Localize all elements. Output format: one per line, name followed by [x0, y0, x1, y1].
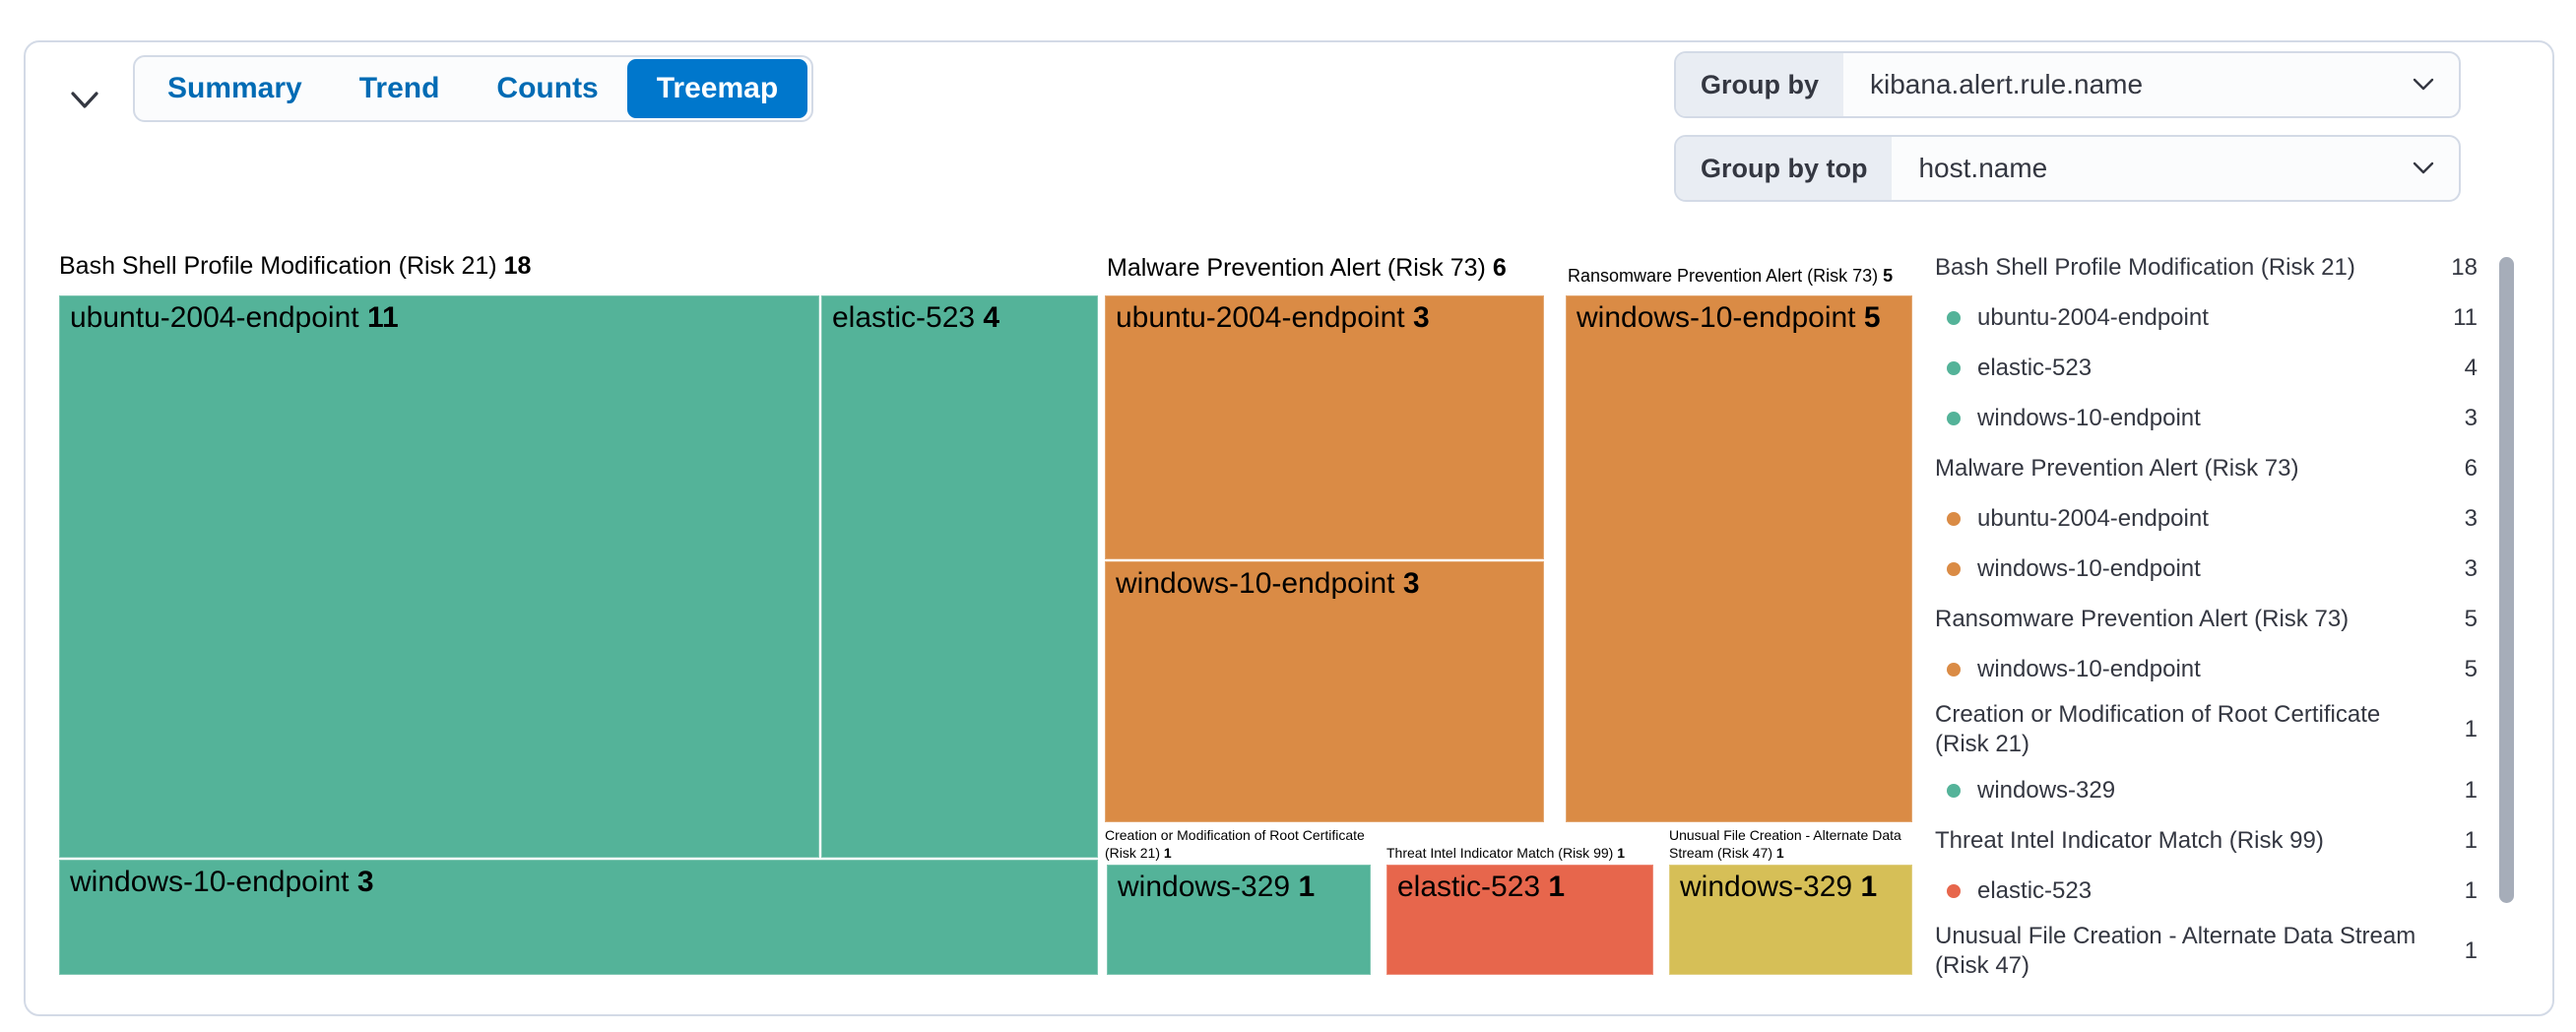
legend-group-row[interactable]: Malware Prevention Alert (Risk 73) 6: [1935, 443, 2478, 493]
treemap-cell[interactable]: windows-329 1: [1669, 865, 1912, 975]
legend-label: Ransomware Prevention Alert (Risk 73): [1935, 605, 2350, 632]
chart-legend: Bash Shell Profile Modification (Risk 21…: [1935, 242, 2478, 987]
legend-item-row[interactable]: elastic-523 1: [1935, 866, 2478, 916]
treemap-group-title: Bash Shell Profile Modification (Risk 21…: [59, 252, 532, 280]
legend-item-row[interactable]: windows-10-endpoint 3: [1935, 393, 2478, 443]
treemap-cell[interactable]: ubuntu-2004-endpoint 3: [1105, 295, 1544, 559]
treemap-cell[interactable]: windows-329 1: [1107, 865, 1371, 975]
chevron-down-icon: [2412, 137, 2459, 200]
legend-group-row[interactable]: Creation or Modification of Root Certifi…: [1935, 694, 2478, 765]
treemap-cell[interactable]: windows-10-endpoint 5: [1566, 295, 1912, 822]
legend-group-row[interactable]: Ransomware Prevention Alert (Risk 73) 5: [1935, 594, 2478, 644]
legend-scrollbar-thumb[interactable]: [2499, 257, 2514, 903]
legend-label: windows-10-endpoint: [1977, 404, 2201, 431]
legend-count: 5: [2464, 655, 2478, 682]
treemap-cell[interactable]: elastic-523 4: [821, 295, 1098, 858]
legend-item-row[interactable]: ubuntu-2004-endpoint 11: [1935, 292, 2478, 343]
chevron-down-icon: [2412, 53, 2459, 116]
legend-label: Malware Prevention Alert (Risk 73): [1935, 454, 2299, 482]
collapse-panel-button[interactable]: [63, 81, 106, 120]
legend-item-row[interactable]: windows-10-endpoint 5: [1935, 644, 2478, 694]
legend-label: Threat Intel Indicator Match (Risk 99): [1935, 826, 2324, 854]
legend-label: windows-329: [1977, 776, 2116, 804]
treemap-cell[interactable]: windows-10-endpoint 3: [59, 860, 1098, 975]
legend-label: elastic-523: [1977, 354, 2093, 381]
legend-group-row[interactable]: Threat Intel Indicator Match (Risk 99) 1: [1935, 815, 2478, 866]
legend-count: 3: [2464, 404, 2478, 431]
legend-count: 3: [2464, 504, 2478, 532]
legend-label: windows-10-endpoint: [1977, 655, 2201, 682]
treemap-group-title: Creation or Modification of Root Certifi…: [1105, 826, 1365, 861]
legend-group-row[interactable]: Unusual File Creation - Alternate Data S…: [1935, 916, 2478, 987]
legend-count: 3: [2464, 554, 2478, 582]
legend-count: 5: [2464, 605, 2478, 632]
treemap-group-title: Unusual File Creation - Alternate Data St…: [1669, 826, 1901, 861]
legend-color-dot: [1947, 360, 1961, 375]
legend-color-dot: [1947, 561, 1961, 576]
legend-count: 1: [2464, 826, 2478, 854]
legend-item-row[interactable]: ubuntu-2004-endpoint 3: [1935, 493, 2478, 544]
alerts-treemap: Bash Shell Profile Modification (Risk 21…: [59, 251, 1912, 975]
group-by-top-select[interactable]: Group by top host.name: [1674, 135, 2461, 202]
legend-count: 1: [2464, 876, 2478, 904]
legend-color-dot: [1947, 511, 1961, 526]
legend-count: 18: [2451, 253, 2478, 281]
tab-counts[interactable]: Counts: [468, 59, 626, 118]
group-by-top-value: host.name: [1918, 153, 2048, 183]
treemap-cell[interactable]: elastic-523 1: [1386, 865, 1653, 975]
legend-color-dot: [1947, 883, 1961, 898]
legend-label: windows-10-endpoint: [1977, 554, 2201, 582]
legend-item-row[interactable]: elastic-523 4: [1935, 343, 2478, 393]
legend-color-dot: [1947, 662, 1961, 677]
legend-label: Unusual File Creation - Alternate Data S…: [1935, 923, 2416, 979]
legend-count: 4: [2464, 354, 2478, 381]
treemap-group-title: Ransomware Prevention Alert (Risk 73) 5: [1568, 266, 1894, 286]
legend-count: 1: [2464, 776, 2478, 804]
legend-count: 1: [2464, 937, 2478, 964]
legend-item-row[interactable]: windows-10-endpoint 3: [1935, 544, 2478, 594]
tab-treemap[interactable]: Treemap: [626, 59, 808, 118]
group-by-top-label: Group by top: [1676, 137, 1893, 200]
tab-trend[interactable]: Trend: [331, 59, 469, 118]
treemap-group-title: Malware Prevention Alert (Risk 73) 6: [1107, 254, 1507, 282]
chevron-down-icon: [70, 91, 99, 110]
group-by-label: Group by: [1676, 53, 1843, 116]
treemap-group-title: Threat Intel Indicator Match (Risk 99) 1: [1386, 844, 1625, 861]
legend-group-row[interactable]: Bash Shell Profile Modification (Risk 21…: [1935, 242, 2478, 292]
group-by-value: kibana.alert.rule.name: [1870, 69, 2144, 99]
legend-color-dot: [1947, 310, 1961, 325]
treemap-cell[interactable]: windows-10-endpoint 3: [1105, 561, 1544, 822]
legend-color-dot: [1947, 783, 1961, 798]
legend-label: ubuntu-2004-endpoint: [1977, 303, 2209, 331]
tab-summary[interactable]: Summary: [139, 59, 331, 118]
legend-count: 11: [2453, 303, 2478, 331]
legend-label: ubuntu-2004-endpoint: [1977, 504, 2209, 532]
legend-color-dot: [1947, 411, 1961, 425]
legend-label: Creation or Modification of Root Certifi…: [1935, 701, 2381, 757]
legend-count: 1: [2464, 716, 2478, 742]
legend-count: 6: [2464, 454, 2478, 482]
legend-label: Bash Shell Profile Modification (Risk 21…: [1935, 253, 2355, 281]
group-by-select[interactable]: Group by kibana.alert.rule.name: [1674, 51, 2461, 118]
chart-view-button-group: Summary Trend Counts Treemap: [133, 55, 814, 122]
legend-label: elastic-523: [1977, 876, 2093, 904]
treemap-cell[interactable]: ubuntu-2004-endpoint 11: [59, 295, 819, 858]
legend-item-row[interactable]: windows-329 1: [1935, 765, 2478, 815]
